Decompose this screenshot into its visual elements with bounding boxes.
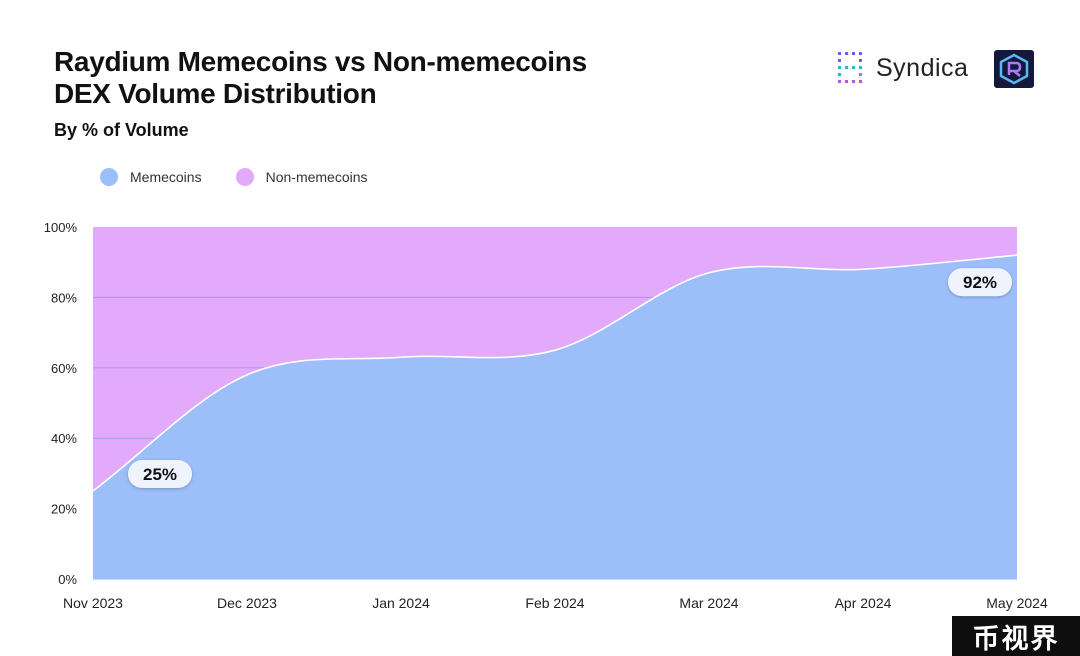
legend-label-non-memecoins: Non-memecoins [265, 169, 368, 185]
syndica-brand: Syndica [836, 50, 968, 86]
x-tick-label: Mar 2024 [679, 595, 738, 611]
data-label-nov-2023: 25% [128, 460, 192, 488]
data-label-pill [948, 268, 1012, 297]
chart-legend: Memecoins Non-memecoins [100, 168, 402, 186]
y-tick-label: 40% [51, 431, 77, 446]
legend-label-memecoins: Memecoins [130, 169, 202, 185]
y-tick-label: 20% [51, 502, 77, 517]
chart-subtitle: By % of Volume [54, 120, 189, 140]
x-tick-label: Dec 2023 [217, 595, 277, 611]
data-label-text: 92% [963, 273, 997, 292]
chart-title: Raydium Memecoins vs Non-memecoins DEX V… [54, 46, 587, 110]
y-tick-label: 80% [51, 290, 77, 305]
y-tick-label: 100% [44, 220, 78, 235]
memecoins-area [93, 255, 1017, 579]
data-labels: 25% 92% [128, 268, 1012, 488]
chart-title-line-2: DEX Volume Distribution [54, 78, 377, 109]
data-label-pill [128, 460, 192, 488]
x-tick-label: May 2024 [986, 595, 1048, 611]
syndica-logo-icon [838, 52, 862, 83]
legend-swatch-memecoins [100, 168, 118, 186]
x-axis-ticks: Nov 2023 Dec 2023 Jan 2024 Feb 2024 Mar 2024… [63, 595, 1048, 611]
memecoins-boundary-line [92, 254, 1018, 492]
y-tick-label: 0% [58, 572, 77, 587]
y-tick-label: 60% [51, 361, 77, 376]
x-tick-label: Feb 2024 [525, 595, 584, 611]
brand-name: Syndica [876, 53, 969, 82]
x-tick-label: Apr 2024 [835, 595, 892, 611]
data-label-text: 25% [143, 465, 177, 484]
x-tick-label: Jan 2024 [372, 595, 430, 611]
x-tick-label: Nov 2023 [63, 595, 123, 611]
y-axis-ticks: 0% 20% 40% 60% 80% 100% [44, 220, 78, 587]
legend-swatch-non-memecoins [235, 168, 254, 186]
watermark: 币视界 [952, 616, 1080, 656]
raydium-logo-icon [994, 50, 1034, 88]
data-label-may-2024: 92% [948, 268, 1012, 297]
legend-item-memecoins: Memecoins [100, 168, 202, 186]
chart-title-line-1: Raydium Memecoins vs Non-memecoins [54, 46, 587, 77]
legend-item-non-memecoins: Non-memecoins [235, 168, 368, 186]
